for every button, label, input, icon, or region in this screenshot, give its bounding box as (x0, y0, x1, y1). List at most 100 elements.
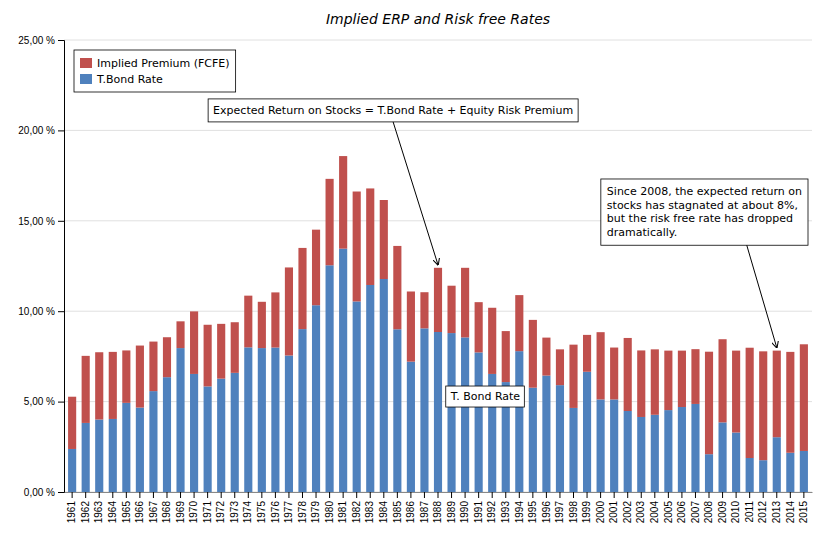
bar (664, 410, 672, 492)
bar (515, 295, 523, 351)
y-tick: 20,00 % (18, 125, 64, 136)
x-tick: 2011 (744, 492, 755, 523)
x-tick-label: 1962 (80, 501, 91, 524)
x-tick-label: 1986 (405, 501, 416, 524)
x-tick-mark (641, 492, 642, 498)
bar (678, 407, 686, 492)
x-tick: 2008 (703, 492, 714, 523)
bar (285, 267, 293, 355)
bar (231, 322, 239, 373)
plot: 1961196219631964196519661967196819691970… (18, 35, 812, 524)
x-tick-label: 1972 (215, 501, 226, 524)
bar (393, 246, 401, 329)
bar (366, 188, 374, 285)
x-tick-label: 1983 (364, 501, 375, 524)
bar (678, 351, 686, 407)
x-tick-label: 1966 (134, 501, 145, 524)
x-tick: 2005 (663, 492, 674, 523)
bar (339, 156, 347, 249)
bar (461, 268, 469, 338)
x-tick-label: 1981 (337, 501, 348, 524)
y-tick-label: 20,00 % (18, 125, 55, 136)
bar (95, 419, 103, 492)
bar (217, 324, 225, 379)
x-tick-label: 1992 (486, 501, 497, 524)
bar (746, 458, 754, 492)
x-tick-mark (505, 492, 506, 498)
x-tick: 1974 (242, 492, 253, 523)
annotation-text: Expected Return on Stocks = T.Bond Rate … (213, 104, 573, 117)
bar (691, 349, 699, 404)
bar (542, 338, 550, 376)
x-tick-mark (776, 492, 777, 498)
x-tick-label: 1965 (121, 501, 132, 524)
x-tick-label: 1964 (107, 501, 118, 524)
x-tick-label: 2001 (608, 501, 619, 524)
bar (258, 348, 266, 492)
x-tick-label: 1995 (527, 501, 538, 524)
x-tick: 1969 (175, 492, 186, 523)
annotation-box (446, 386, 525, 407)
bar (746, 348, 754, 458)
bar (529, 320, 537, 388)
legend-item: T.Bond Rate (80, 73, 163, 86)
x-tick-label: 1980 (324, 501, 335, 524)
x-tick: 1999 (581, 492, 592, 523)
x-tick-mark (803, 492, 804, 498)
bar (651, 349, 659, 414)
bar-series (68, 249, 808, 492)
bar (326, 179, 334, 265)
y-tick: 0,00 % (24, 487, 64, 498)
x-tick: 1966 (134, 492, 145, 523)
bar (353, 301, 361, 492)
x-tick: 1982 (351, 492, 362, 523)
bar (583, 335, 591, 372)
bar (800, 344, 808, 451)
x-tick-label: 2012 (757, 501, 768, 524)
bar (217, 379, 225, 492)
x-tick: 2001 (608, 492, 619, 523)
bar (420, 292, 428, 328)
bar (244, 296, 252, 348)
bar (312, 230, 320, 306)
x-tick-label: 1988 (432, 501, 443, 524)
x-tick: 1980 (324, 492, 335, 523)
y-tick-mark (58, 402, 64, 403)
bar (231, 373, 239, 492)
x-tick-label: 1978 (297, 501, 308, 524)
bar (624, 411, 632, 492)
x-tick: 1978 (297, 492, 308, 523)
x-axis: 1961196219631964196519661967196819691970… (65, 492, 813, 523)
x-tick-mark (532, 492, 533, 498)
bar (190, 374, 198, 492)
x-tick: 1993 (500, 492, 511, 523)
bar (447, 286, 455, 333)
annotation-box (601, 179, 808, 245)
x-tick-mark (451, 492, 452, 498)
legend-swatch (80, 58, 92, 68)
annotation-line: Expected Return on Stocks = T.Bond Rate … (213, 104, 573, 117)
bar (204, 386, 212, 492)
annotations: Expected Return on Stocks = T.Bond Rate … (208, 99, 808, 407)
x-tick: 1973 (229, 492, 240, 523)
bar (515, 351, 523, 492)
x-tick: 1963 (93, 492, 104, 523)
x-tick-mark (695, 492, 696, 498)
x-tick-label: 1976 (270, 501, 281, 524)
x-tick: 1988 (432, 492, 443, 523)
bar (298, 329, 306, 492)
x-tick: 1961 (66, 492, 77, 523)
bar (502, 331, 510, 382)
x-tick-label: 2014 (785, 501, 796, 524)
bar (95, 352, 103, 419)
bar (163, 377, 171, 492)
x-tick-mark (288, 492, 289, 498)
x-tick-label: 1994 (514, 501, 525, 524)
bar (176, 348, 184, 492)
y-tick: 15,00 % (18, 216, 64, 227)
x-tick: 1986 (405, 492, 416, 523)
x-tick-mark (356, 492, 357, 498)
x-tick-label: 1974 (242, 501, 253, 524)
y-tick-mark (58, 221, 64, 222)
legend-item: Implied Premium (FCFE) (80, 57, 230, 70)
